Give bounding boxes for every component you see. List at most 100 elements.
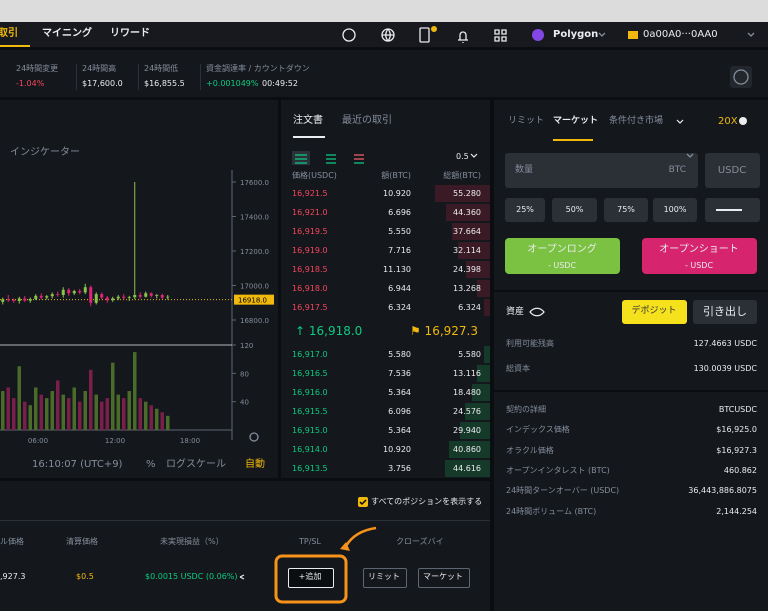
percent-button[interactable] [505, 198, 545, 222]
percent-label: 25% [516, 205, 534, 214]
contract-label: オラクル価格 [506, 445, 554, 455]
percent-button[interactable] [552, 198, 597, 222]
order-type-tab[interactable]: リミット [508, 116, 545, 126]
price-chart: 17600.0 17400.0 17200.0 17000.0 16800.0 120 80… [0, 170, 274, 445]
settings-button[interactable] [730, 66, 752, 88]
depth-bar [452, 223, 490, 240]
order-amount: 5.550 [388, 227, 411, 236]
order-amount: 6.944 [388, 284, 411, 293]
order-price[interactable]: 16,915.5 [292, 407, 328, 416]
stat-label: 24時間変更 [16, 64, 59, 73]
volume-bar [50, 391, 54, 430]
order-price[interactable]: 16,917.5 [292, 303, 328, 312]
candle-body [6, 299, 10, 301]
order-type-tab[interactable]: 条件付き市場 [609, 116, 664, 126]
position-price: ,927.3 [0, 572, 26, 581]
orderbook-tab[interactable]: 注文書 [293, 115, 323, 126]
order-price[interactable]: 16,916.0 [292, 388, 328, 397]
browser-strip [0, 0, 768, 22]
volume-bar [105, 398, 109, 430]
withdraw-button[interactable] [693, 300, 757, 324]
order-type-tab[interactable]: マーケット [553, 116, 599, 126]
step-selector[interactable]: 0.5 [456, 152, 469, 161]
leverage-button[interactable]: 20X [718, 116, 738, 127]
network-selector[interactable]: Polygon [553, 29, 599, 40]
candle-body [67, 289, 71, 294]
stat-label: 24時間低 [144, 64, 179, 73]
order-price[interactable]: 16,919.5 [292, 227, 328, 236]
stat-value: $17,600.0 [82, 79, 123, 88]
indicator-button[interactable]: インジケーター [10, 147, 80, 158]
stat-value: +0.001049% [206, 79, 259, 88]
volume-bar [56, 380, 60, 430]
volume-bar [94, 394, 98, 430]
wallet-address[interactable]: 0a00A0···0AA0 [643, 29, 718, 40]
column-header: 額(BTC) [381, 171, 411, 180]
quantity-placeholder: 数量 [515, 165, 534, 175]
slider-button[interactable] [705, 198, 760, 222]
close-limit-button[interactable] [363, 568, 407, 588]
order-price[interactable]: 16,914.0 [292, 445, 328, 454]
nav-tab[interactable]: リワード [110, 28, 150, 39]
auto-toggle[interactable]: 自動 [245, 459, 265, 470]
candle-body [12, 300, 16, 302]
contract-value: 2,144.254 [716, 506, 757, 516]
depth-bar [449, 441, 490, 458]
show-all-toggle[interactable]: すべてのポジションを表示する [371, 497, 483, 506]
deposit-button[interactable] [622, 300, 687, 324]
order-price[interactable]: 16,918.5 [292, 265, 328, 274]
order-total: 29.940 [453, 426, 481, 435]
volume-bar [39, 394, 43, 430]
order-total: 18.480 [453, 388, 481, 397]
asset-label: 総資本 [506, 364, 530, 373]
volume-bar [133, 352, 137, 430]
volume-bar [12, 398, 16, 430]
volume-bar [34, 387, 38, 430]
stat-label: 24時間高 [82, 64, 117, 73]
volume-bar [1, 391, 5, 430]
stat-divider [138, 64, 139, 90]
contract-label: インデックス価格 [506, 425, 570, 435]
quantity-input[interactable] [505, 153, 698, 188]
price-tick-label: 16800.0 [240, 317, 269, 325]
order-price[interactable]: 16,916.5 [292, 369, 328, 378]
currency-button[interactable] [705, 153, 760, 188]
asset-value: 130.0039 USDC [693, 364, 757, 373]
trades-tab[interactable]: 最近の取引 [342, 115, 392, 126]
short-button[interactable] [642, 238, 757, 274]
volume-tick-label: 40 [240, 399, 249, 407]
order-price[interactable]: 16,913.5 [292, 464, 328, 473]
clock: 16:10:07 (UTC+9) [32, 459, 123, 470]
candle-body [34, 295, 38, 299]
volume-bar [45, 398, 49, 430]
log-scale-toggle[interactable]: ログスケール [166, 459, 226, 470]
order-amount: 6.696 [388, 208, 411, 217]
depth-bar [484, 346, 490, 363]
last-price: ↑ 16,918.0 [295, 324, 363, 338]
order-total: 37.664 [453, 227, 481, 236]
volume-bar [160, 412, 164, 430]
close-market-button[interactable] [418, 568, 470, 588]
order-price[interactable]: 16,918.0 [292, 284, 328, 293]
percent-label: 100% [663, 205, 687, 214]
long-button[interactable] [505, 238, 620, 274]
volume-tick-label: 120 [240, 342, 253, 350]
depth-bar [483, 299, 490, 316]
candle-body [138, 294, 142, 297]
order-total: 44.616 [453, 464, 481, 473]
order-price[interactable]: 16,919.0 [292, 246, 328, 255]
order-price[interactable]: 16,921.0 [292, 208, 328, 217]
price-tick-label: 17400.0 [240, 214, 269, 222]
nav-tab[interactable]: マイニング [42, 28, 92, 39]
order-price[interactable]: 16,915.0 [292, 426, 328, 435]
nav-tab[interactable]: 取引 [0, 28, 18, 39]
order-price[interactable]: 16,917.0 [292, 350, 328, 359]
percent-button[interactable] [604, 198, 648, 222]
order-price[interactable]: 16,921.5 [292, 189, 328, 198]
stats-bar [0, 50, 768, 97]
percent-button[interactable] [653, 198, 697, 222]
candle-body [111, 298, 115, 301]
candle-body [89, 287, 93, 303]
nav-underline [0, 45, 30, 47]
percent-toggle[interactable]: % [146, 459, 156, 470]
